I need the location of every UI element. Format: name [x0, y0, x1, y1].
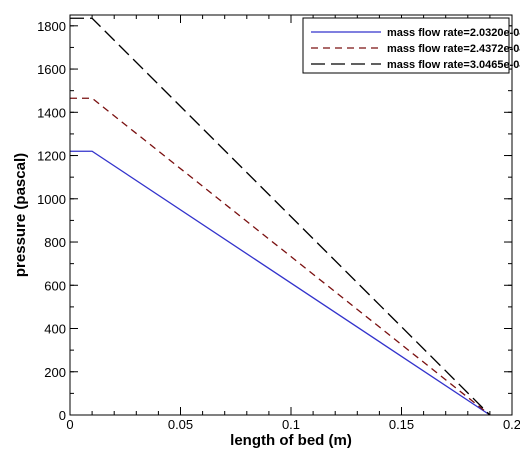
- x-axis-label: length of bed (m): [230, 432, 352, 449]
- x-tick-label: 0.15: [389, 417, 414, 432]
- y-tick-label: 400: [44, 322, 66, 337]
- series-line-1: [70, 150, 491, 416]
- legend: mass flow rate=2.0320e-04 (Kg/s) mass fl…: [302, 17, 520, 74]
- x-tick-label: 0.2: [503, 417, 520, 432]
- series-line-3: [70, 17, 491, 416]
- y-tick-label: 1200: [37, 149, 66, 164]
- x-tick-label: 0: [66, 417, 73, 432]
- legend-entry-series-1: mass flow rate=2.0320e-04 (Kg/s): [387, 27, 520, 39]
- series-lines: [70, 17, 491, 416]
- x-tick-label: 0.05: [168, 417, 193, 432]
- y-tick-label: 1600: [37, 62, 66, 77]
- y-tick-label: 0: [59, 408, 66, 423]
- y-tick-label: 600: [44, 278, 66, 293]
- plot-frame: [69, 14, 513, 416]
- y-tick-label: 800: [44, 235, 66, 250]
- y-axis-label: pressure (pascal): [12, 153, 29, 277]
- series-line-2: [70, 97, 491, 416]
- ticks-layer: 0 0.05 0.1 0.15 0.2 0 200 400 600 800 1000 1200 1400…: [37, 15, 520, 432]
- x-tick-label: 0.1: [282, 417, 300, 432]
- y-tick-label: 200: [44, 365, 66, 380]
- y-tick-label: 1000: [37, 192, 66, 207]
- legend-entry-series-3: mass flow rate=3.0465e-04 (Kg/s): [387, 59, 520, 71]
- y-tick-label: 1400: [37, 105, 66, 120]
- y-tick-label: 1800: [37, 19, 66, 34]
- legend-entry-series-2: mass flow rate=2.4372e-04 (Kg/s): [387, 43, 520, 55]
